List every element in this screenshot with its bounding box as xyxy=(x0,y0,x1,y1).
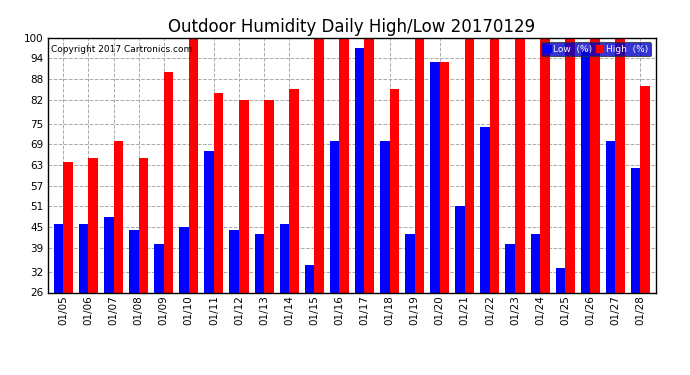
Bar xyxy=(114,141,123,292)
Bar xyxy=(364,38,374,292)
Bar xyxy=(63,162,73,292)
Bar xyxy=(79,224,88,292)
Bar xyxy=(480,127,490,292)
Bar xyxy=(590,38,600,292)
Bar xyxy=(540,38,550,292)
Bar xyxy=(355,48,364,292)
Bar xyxy=(581,51,590,292)
Bar xyxy=(239,99,248,292)
Bar xyxy=(230,231,239,292)
Bar xyxy=(339,38,349,292)
Bar xyxy=(515,38,524,292)
Bar xyxy=(314,38,324,292)
Bar xyxy=(264,99,274,292)
Bar xyxy=(54,224,63,292)
Bar xyxy=(330,141,339,292)
Bar xyxy=(615,38,625,292)
Bar xyxy=(465,38,474,292)
Bar xyxy=(305,265,314,292)
Bar xyxy=(606,141,615,292)
Bar xyxy=(440,62,449,292)
Bar xyxy=(154,244,164,292)
Bar xyxy=(139,158,148,292)
Bar xyxy=(179,227,189,292)
Bar xyxy=(415,38,424,292)
Title: Outdoor Humidity Daily High/Low 20170129: Outdoor Humidity Daily High/Low 20170129 xyxy=(168,18,535,36)
Bar xyxy=(555,268,565,292)
Bar xyxy=(640,86,650,292)
Bar xyxy=(380,141,390,292)
Bar xyxy=(565,38,575,292)
Bar xyxy=(204,151,214,292)
Bar xyxy=(289,89,299,292)
Bar xyxy=(88,158,98,292)
Bar xyxy=(631,168,640,292)
Bar xyxy=(490,38,500,292)
Bar xyxy=(214,93,224,292)
Bar xyxy=(164,72,173,292)
Bar xyxy=(430,62,440,292)
Bar xyxy=(531,234,540,292)
Bar xyxy=(405,234,415,292)
Bar xyxy=(506,244,515,292)
Bar xyxy=(129,231,139,292)
Text: Copyright 2017 Cartronics.com: Copyright 2017 Cartronics.com xyxy=(51,45,193,54)
Bar xyxy=(390,89,399,292)
Bar xyxy=(255,234,264,292)
Bar xyxy=(104,217,114,292)
Bar xyxy=(189,38,198,292)
Bar xyxy=(455,206,465,292)
Bar xyxy=(279,224,289,292)
Legend: Low  (%), High  (%): Low (%), High (%) xyxy=(541,42,651,56)
